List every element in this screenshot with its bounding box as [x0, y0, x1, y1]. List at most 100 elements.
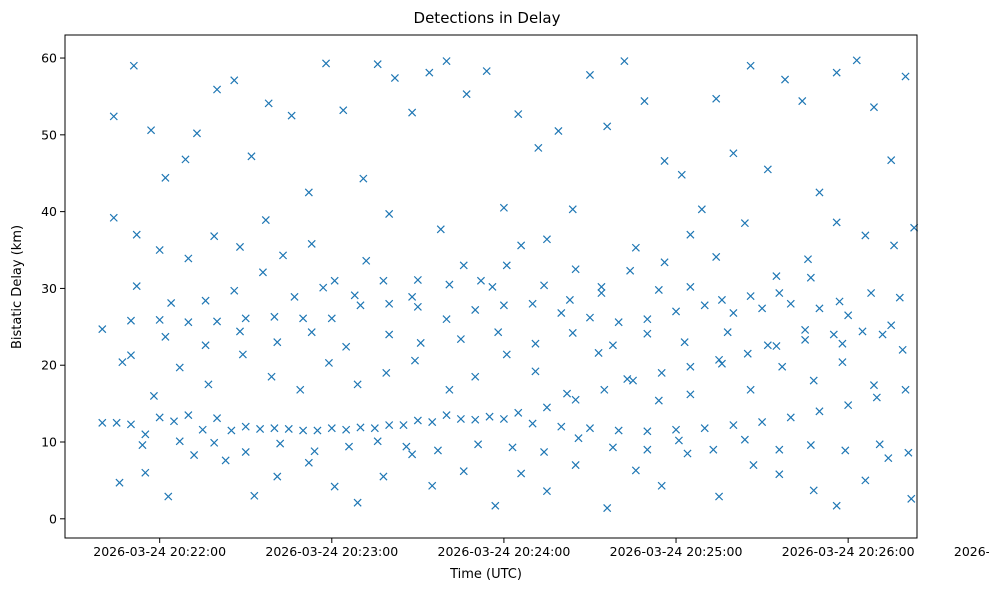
data-point-marker	[884, 454, 893, 463]
data-point-marker	[353, 380, 362, 389]
data-point-marker	[408, 108, 417, 117]
y-tick-label: 20	[41, 358, 57, 373]
data-point-marker	[746, 385, 755, 394]
data-point-marker	[514, 110, 523, 119]
data-point-marker	[715, 492, 724, 501]
data-point-marker	[307, 328, 316, 337]
data-point-marker	[743, 349, 752, 358]
data-point-marker	[198, 425, 207, 434]
data-point-marker	[267, 372, 276, 381]
data-point-marker	[322, 59, 331, 68]
data-point-marker	[623, 375, 632, 384]
data-point-marker	[502, 350, 511, 359]
data-point-marker	[98, 325, 107, 334]
data-point-marker	[126, 316, 136, 325]
data-point-marker	[844, 311, 853, 320]
data-point-marker	[680, 338, 689, 347]
data-point-marker	[672, 425, 681, 434]
data-point-marker	[585, 70, 594, 79]
data-point-marker	[729, 149, 738, 158]
data-point-marker	[382, 368, 391, 377]
data-point-marker	[517, 241, 526, 250]
data-point-marker	[841, 446, 850, 455]
data-point-marker	[284, 424, 293, 433]
data-point-marker	[161, 173, 170, 182]
data-point-marker	[571, 461, 580, 470]
data-point-marker	[772, 272, 781, 281]
data-point-marker	[686, 230, 695, 239]
data-point-marker	[330, 482, 339, 491]
data-point-marker	[273, 472, 282, 481]
data-point-marker	[362, 256, 371, 265]
data-point-marker	[858, 327, 867, 336]
data-point-marker	[712, 94, 721, 103]
data-point-marker	[660, 156, 669, 165]
data-point-marker	[869, 103, 878, 112]
data-point-marker	[141, 468, 150, 477]
data-point-marker	[628, 376, 638, 385]
data-point-marker	[356, 301, 365, 310]
x-tick-label: 2026-03-24 20:24:00	[438, 544, 571, 559]
data-point-marker	[815, 304, 824, 313]
data-point-marker	[445, 280, 454, 289]
x-tick-label: 2026-03-24 20:27:00	[954, 544, 989, 559]
data-point-marker	[213, 85, 222, 94]
data-point-marker	[356, 423, 365, 432]
data-point-marker	[456, 414, 465, 423]
data-point-marker	[413, 416, 422, 425]
data-point-marker	[169, 417, 179, 426]
data-point-marker	[717, 359, 726, 368]
data-point-marker	[502, 261, 511, 270]
data-point-marker	[763, 165, 772, 174]
data-point-marker	[413, 302, 422, 311]
data-point-marker	[723, 328, 732, 337]
data-point-marker	[379, 472, 388, 481]
data-point-marker	[895, 293, 904, 302]
data-point-marker	[775, 445, 784, 454]
data-point-marker	[270, 424, 279, 433]
data-point-marker	[210, 232, 219, 241]
data-point-marker	[115, 478, 124, 487]
data-point-marker	[700, 301, 709, 310]
data-point-marker	[594, 348, 603, 357]
plot-frame	[64, 34, 918, 539]
data-point-marker	[542, 487, 551, 496]
data-point-marker	[709, 445, 718, 454]
data-point-marker	[456, 335, 465, 344]
data-point-marker	[686, 362, 695, 371]
data-point-marker	[528, 299, 537, 308]
data-point-marker	[299, 426, 308, 435]
data-point-marker	[861, 476, 870, 485]
data-point-marker	[471, 305, 480, 314]
data-point-marker	[717, 295, 726, 304]
data-point-marker	[772, 341, 781, 351]
data-point-marker	[683, 449, 692, 458]
data-point-marker	[631, 466, 640, 475]
data-point-marker	[657, 481, 666, 490]
data-point-marker	[844, 401, 853, 410]
data-point-marker	[838, 358, 847, 367]
data-point-marker	[809, 376, 818, 385]
data-point-marker	[781, 75, 790, 84]
data-point-marker	[342, 425, 351, 434]
data-point-marker	[557, 422, 566, 431]
data-point-marker	[620, 57, 629, 66]
data-point-marker	[109, 112, 118, 121]
data-point-marker	[276, 439, 285, 448]
data-point-marker	[327, 424, 336, 433]
data-point-marker	[654, 285, 663, 294]
data-point-marker	[132, 282, 141, 291]
data-point-marker	[898, 345, 907, 354]
data-point-marker	[126, 420, 136, 429]
data-point-marker	[175, 363, 184, 372]
data-point-marker	[801, 325, 810, 334]
data-point-marker	[138, 441, 147, 450]
x-tick-label: 2026-03-24 20:25:00	[610, 544, 743, 559]
data-point-marker	[585, 424, 594, 433]
data-point-marker	[410, 356, 420, 365]
data-point-marker	[149, 391, 158, 400]
data-point-marker	[540, 447, 549, 457]
data-point-marker	[98, 418, 107, 427]
data-point-marker	[657, 368, 666, 377]
data-point-marker	[677, 170, 686, 179]
